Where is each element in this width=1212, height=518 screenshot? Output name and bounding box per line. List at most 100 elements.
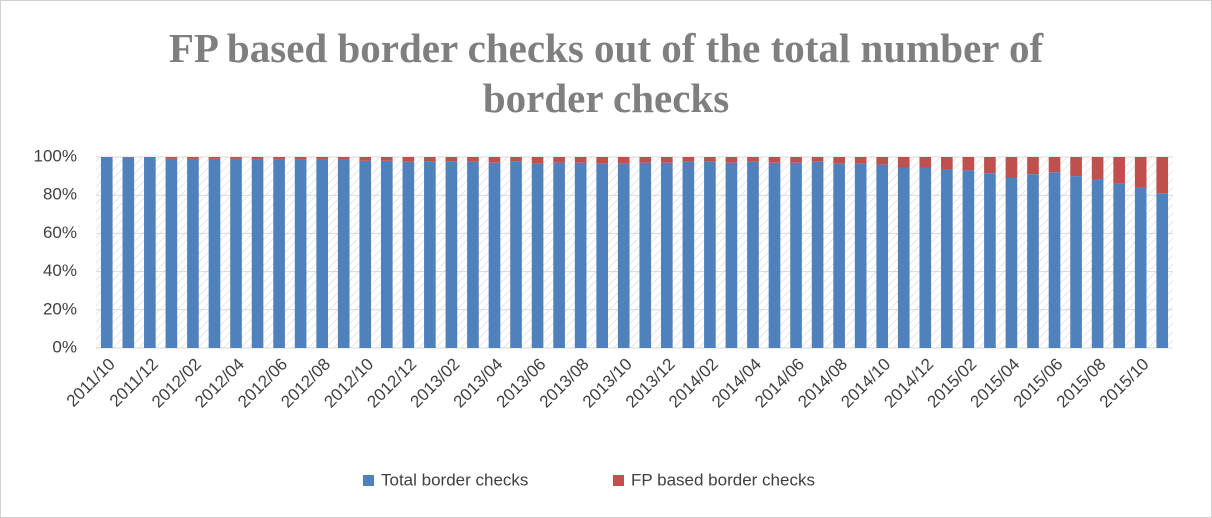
bar-segment <box>144 157 156 158</box>
bar-segment <box>704 157 716 162</box>
bar-segment <box>919 157 932 168</box>
bar-segment <box>660 162 673 348</box>
bar-segment <box>962 157 975 171</box>
bar-segment <box>725 162 738 348</box>
bar-segment <box>1113 183 1125 348</box>
bar-segment <box>854 163 867 348</box>
bar-segment <box>273 157 285 160</box>
bar-segment <box>1027 174 1039 348</box>
bar-segment <box>1005 178 1018 348</box>
bar-segment <box>790 157 802 163</box>
bar-segment <box>445 157 458 162</box>
y-tick-label: 80% <box>43 185 77 204</box>
bar-segment <box>144 157 156 348</box>
bar-segment <box>854 157 867 164</box>
bar-segment <box>984 157 996 174</box>
bar-segment <box>639 157 652 163</box>
bar-segment <box>897 157 910 168</box>
bar-segment <box>445 161 458 348</box>
bar-segment <box>790 162 802 348</box>
bar-segment <box>617 163 630 348</box>
bar-segment <box>876 164 889 348</box>
bar-segment <box>1134 157 1147 188</box>
y-tick-label: 100% <box>34 146 77 165</box>
bar-segment <box>187 157 199 159</box>
y-tick-label: 40% <box>43 261 77 280</box>
bar-segment <box>1156 193 1169 348</box>
bar-segment <box>984 173 996 348</box>
bar-segment <box>768 162 781 348</box>
bar-segment <box>294 157 307 160</box>
bar-segment <box>488 157 501 163</box>
bar-segment <box>100 157 113 348</box>
y-tick-label: 60% <box>43 223 77 242</box>
bar-segment <box>100 157 113 158</box>
bar-segment <box>359 157 372 161</box>
bar-segment <box>704 161 716 348</box>
bar-segment <box>876 157 889 165</box>
y-tick-label: 20% <box>43 299 77 318</box>
bar-segment <box>1156 157 1169 194</box>
chart-title: FP based border checks out of the total … <box>168 25 1044 121</box>
bar-segment <box>1070 157 1082 177</box>
bar-segment <box>402 157 415 162</box>
bar-segment <box>337 159 350 348</box>
bar-segment <box>510 157 522 162</box>
bar-segment <box>380 157 393 161</box>
bar-segment <box>962 170 975 348</box>
bar-segment <box>919 167 932 348</box>
bar-segment <box>402 161 415 348</box>
bar-segment <box>165 158 178 348</box>
bar-segment <box>531 163 544 348</box>
bar-segment <box>1048 157 1061 173</box>
bar-segment <box>208 158 221 348</box>
bar-segment <box>811 157 824 162</box>
bar-segment <box>380 160 393 348</box>
bar-segment <box>811 161 824 348</box>
bar-segment <box>553 162 565 348</box>
bar-segment <box>165 157 178 159</box>
bar-segment <box>941 169 953 348</box>
bar-segment <box>273 159 285 348</box>
bar-segment <box>596 163 609 348</box>
bar-segment <box>574 162 587 348</box>
y-tick-label: 0% <box>52 337 77 356</box>
legend-swatch <box>613 475 624 486</box>
bar-segment <box>316 157 328 160</box>
bar-segment <box>488 162 501 348</box>
bar-segment <box>467 157 479 162</box>
bar-segment <box>424 157 436 162</box>
bar-segment <box>316 159 328 348</box>
bar-segment <box>294 159 307 348</box>
legend-label: Total border checks <box>381 470 528 489</box>
bar-segment <box>833 163 845 348</box>
bar-segment <box>682 157 695 162</box>
bar-segment <box>359 160 372 348</box>
bar-segment <box>337 157 350 160</box>
bar-segment <box>510 161 522 348</box>
bar-segment <box>941 157 953 170</box>
bar-segment <box>467 161 479 348</box>
legend-swatch <box>363 475 374 486</box>
bar-segment <box>897 167 910 348</box>
bar-segment <box>1134 187 1147 348</box>
bar-segment <box>251 159 264 348</box>
bar-segment <box>424 161 436 348</box>
bar-segment <box>122 157 135 348</box>
bar-segment <box>574 157 587 163</box>
bar-segment <box>682 161 695 348</box>
bar-segment <box>1027 157 1039 175</box>
bar-segment <box>617 157 630 164</box>
bar-segment <box>1005 157 1018 179</box>
bar-segment <box>768 157 781 163</box>
bar-segment <box>230 158 242 348</box>
bar-segment <box>553 157 565 163</box>
bar-segment <box>208 157 221 159</box>
bar-segment <box>1048 172 1061 348</box>
legend-label: FP based border checks <box>631 470 815 489</box>
bar-segment <box>747 161 759 348</box>
bar-segment <box>747 157 759 162</box>
bar-segment <box>596 157 609 164</box>
